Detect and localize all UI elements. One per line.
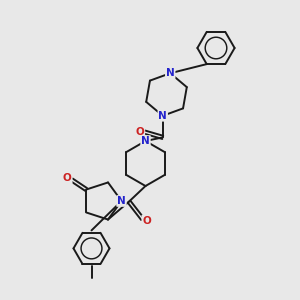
Text: O: O <box>142 215 151 226</box>
Text: O: O <box>63 173 72 183</box>
Text: N: N <box>117 196 126 206</box>
Text: N: N <box>141 136 150 146</box>
Text: O: O <box>136 127 144 137</box>
Text: N: N <box>166 68 175 78</box>
Text: N: N <box>158 111 167 121</box>
